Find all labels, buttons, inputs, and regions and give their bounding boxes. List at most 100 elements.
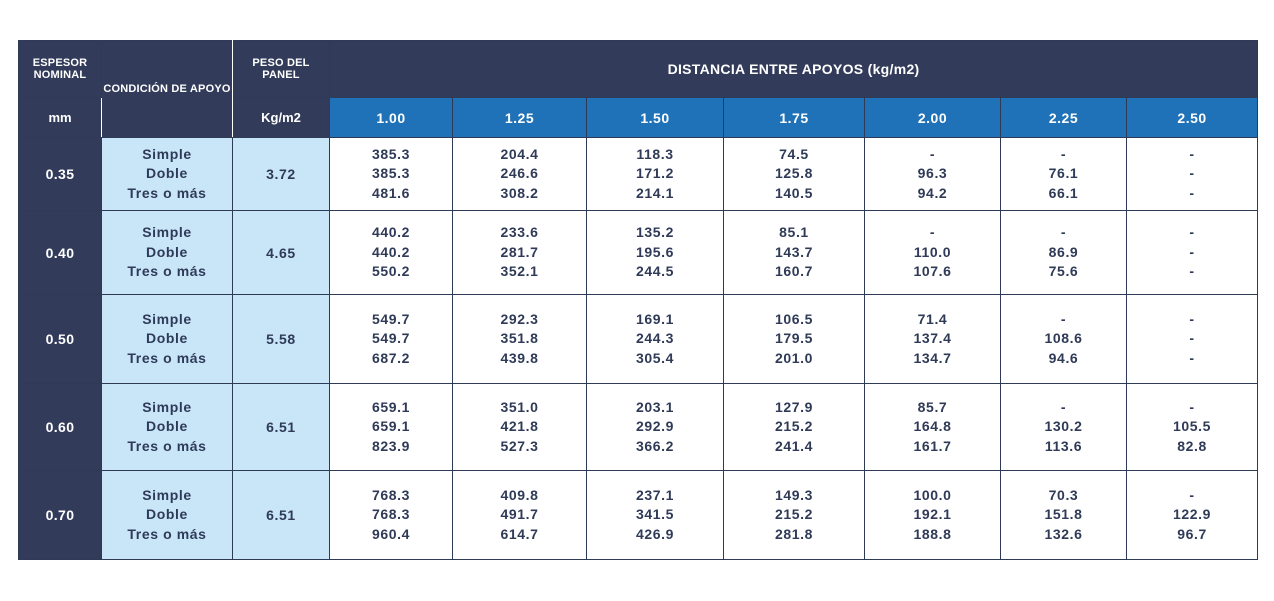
load-value: 140.5 (774, 184, 814, 201)
load-value: 135.2 (635, 224, 675, 241)
load-value: - (1189, 165, 1195, 182)
load-value: 203.1 (635, 398, 675, 415)
distance-header-0: 1.00 (329, 97, 453, 138)
load-value-cell: 106.5 179.5 201.0 (723, 294, 865, 384)
load-value: 281.7 (500, 243, 539, 260)
table-row: 0.50 Simple Doble Tres o más 5.58 549.7 549.7 6… (18, 294, 1259, 384)
load-value: 440.2 (371, 224, 411, 241)
load-value-cell: 169.1 244.3 305.4 (586, 294, 724, 384)
load-value: 409.8 (500, 486, 539, 503)
load-value: 215.2 (774, 506, 814, 523)
load-value: 110.0 (913, 243, 952, 260)
distance-header-2: 1.50 (586, 97, 724, 138)
load-value: 659.1 (371, 398, 411, 415)
load-value: 85.1 (779, 224, 809, 241)
load-value: 385.3 (371, 145, 411, 162)
panel-weight-cell: 5.58 (232, 294, 330, 384)
panel-weight-cell: 4.65 (232, 210, 330, 295)
load-value: 195.6 (635, 243, 675, 260)
load-value: 192.1 (913, 506, 952, 523)
distance-header-5: 2.25 (1000, 97, 1127, 138)
distance-header-6: 2.50 (1125, 97, 1259, 138)
load-value: 439.8 (500, 349, 539, 366)
load-value: 246.6 (500, 165, 539, 182)
load-value: 687.2 (371, 349, 411, 366)
load-value-cell: - 122.9 96.7 (1125, 470, 1259, 560)
load-value: 659.1 (371, 418, 411, 435)
load-value-cell: 100.0 192.1 188.8 (864, 470, 1001, 560)
load-value: 549.7 (371, 330, 411, 347)
load-value: 127.9 (774, 398, 814, 415)
header-thickness: ESPESOR NOMINAL (18, 40, 102, 98)
load-value: 960.4 (371, 525, 411, 542)
load-value: 132.6 (1044, 525, 1083, 542)
header-support-condition: CONDICIÓN DE APOYO (101, 40, 233, 138)
load-value-cell: - 105.5 82.8 (1125, 383, 1259, 471)
load-value: 75.6 (1048, 263, 1079, 280)
load-value: 130.2 (1044, 418, 1083, 435)
load-value: - (1060, 310, 1067, 327)
support-condition-cell: Simple Doble Tres o más (101, 383, 233, 471)
table-row: 0.70 Simple Doble Tres o más 6.51 768.3 768.3 9… (18, 470, 1259, 560)
load-value-cell: 149.3 215.2 281.8 (723, 470, 865, 560)
load-value-cell: 85.7 164.8 161.7 (864, 383, 1001, 471)
load-value: 341.5 (635, 506, 675, 523)
header-panel-weight: PESO DEL PANEL (232, 40, 330, 98)
support-condition-label: Simple (142, 224, 192, 241)
support-condition-label: Tres o más (127, 437, 207, 454)
support-condition-label: Simple (142, 486, 192, 503)
load-value-cell: 71.4 137.4 134.7 (864, 294, 1001, 384)
load-value: 96.7 (1177, 525, 1207, 542)
load-value: 385.3 (371, 165, 411, 182)
load-value-cell: 70.3 151.8 132.6 (1000, 470, 1127, 560)
table-row: 0.60 Simple Doble Tres o más 6.51 659.1 659.1 8… (18, 383, 1259, 471)
load-value-cell: 74.5 125.8 140.5 (723, 137, 865, 211)
support-condition-label: Doble (146, 506, 188, 523)
thickness-cell: 0.60 (18, 383, 102, 471)
load-value: 244.5 (635, 263, 675, 280)
load-value: 188.8 (913, 525, 952, 542)
load-value: 527.3 (500, 437, 539, 454)
distance-header-4: 2.00 (864, 97, 1001, 138)
load-value: 550.2 (371, 263, 411, 280)
load-value: 96.3 (917, 165, 948, 182)
load-value: 143.7 (774, 243, 814, 260)
load-value: 215.2 (774, 418, 814, 435)
support-condition-label: Simple (142, 398, 192, 415)
support-condition-cell: Simple Doble Tres o más (101, 210, 233, 295)
load-value: 94.6 (1048, 349, 1079, 366)
load-value-cell: 233.6 281.7 352.1 (452, 210, 587, 295)
distance-header-1: 1.25 (452, 97, 587, 138)
load-value: - (1189, 184, 1195, 201)
load-value-cell: 385.3 385.3 481.6 (329, 137, 453, 211)
thickness-cell: 0.40 (18, 210, 102, 295)
load-value: - (1189, 349, 1195, 366)
load-value: 107.6 (913, 263, 952, 280)
load-value-cell: - 110.0 107.6 (864, 210, 1001, 295)
load-value-cell: - - - (1125, 137, 1259, 211)
load-value-cell: - 96.3 94.2 (864, 137, 1001, 211)
load-value-cell: 292.3 351.8 439.8 (452, 294, 587, 384)
load-value-cell: 237.1 341.5 426.9 (586, 470, 724, 560)
load-value: 768.3 (371, 506, 411, 523)
load-value: 549.7 (371, 310, 411, 327)
load-value: 308.2 (500, 184, 539, 201)
load-table: ESPESOR NOMINAL CONDICIÓN DE APOYO PESO … (18, 40, 1259, 560)
load-value: 237.1 (635, 486, 675, 503)
load-value-cell: 409.8 491.7 614.7 (452, 470, 587, 560)
load-value: 426.9 (635, 525, 675, 542)
support-condition-label: Tres o más (127, 349, 207, 366)
load-value: 86.9 (1048, 243, 1079, 260)
load-value: 113.6 (1044, 437, 1083, 454)
support-condition-label: Doble (146, 243, 188, 260)
support-condition-cell: Simple Doble Tres o más (101, 294, 233, 384)
load-value: 66.1 (1048, 184, 1079, 201)
support-condition-label: Tres o más (127, 184, 207, 201)
load-value: 105.5 (1173, 418, 1212, 435)
load-value: 823.9 (371, 437, 411, 454)
load-value: 70.3 (1048, 486, 1079, 503)
load-value: 491.7 (500, 506, 539, 523)
load-value: 164.8 (913, 418, 952, 435)
load-value-cell: - 76.1 66.1 (1000, 137, 1127, 211)
load-value: 281.8 (774, 525, 814, 542)
